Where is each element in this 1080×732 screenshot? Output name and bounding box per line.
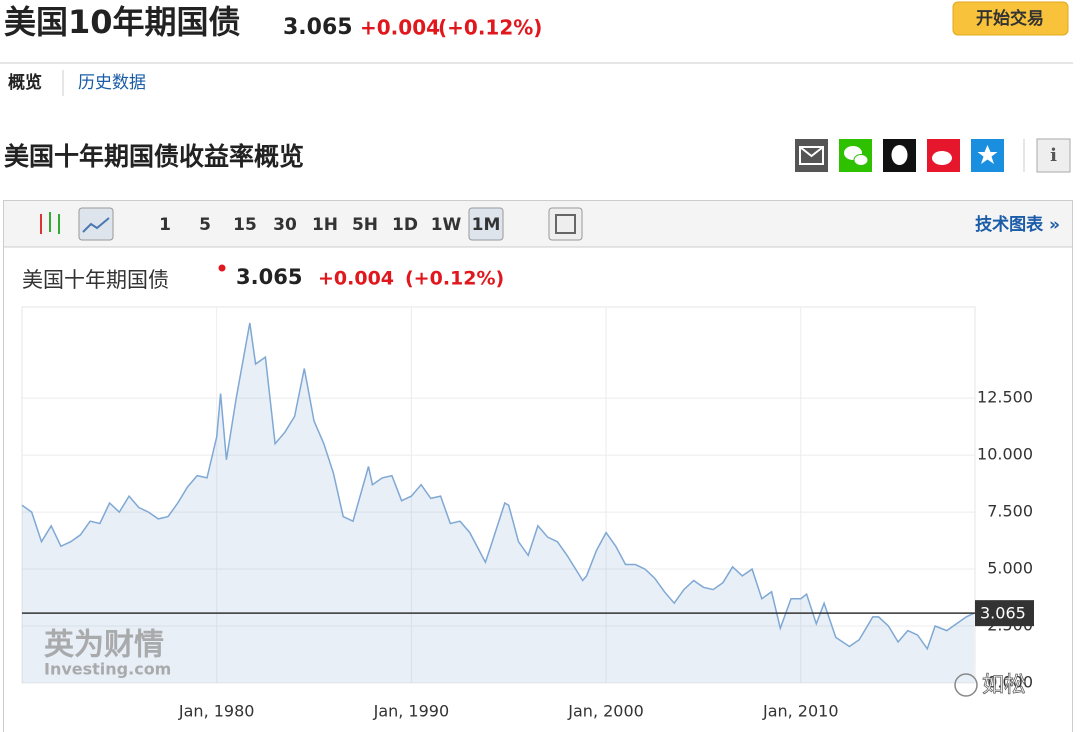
x-tick-label: Jan, 1980: [178, 702, 255, 721]
area: [22, 323, 975, 683]
chart-title: 美国十年期国债: [22, 268, 169, 292]
technical-chart-link[interactable]: 技术图表 »: [975, 214, 1060, 235]
interval-button[interactable]: 1: [159, 215, 171, 235]
y-tick-label: 0.000: [987, 673, 1033, 692]
last-value-tag: [975, 600, 1034, 627]
price: 3.065: [283, 15, 353, 40]
y-tick-label: 10.000: [977, 445, 1033, 464]
change-pct: (+0.12%): [438, 16, 542, 40]
interval-button[interactable]: 5H: [352, 215, 378, 235]
interval-button[interactable]: 15: [233, 215, 257, 235]
interval-button[interactable]: 5: [199, 215, 211, 235]
corner-icon: [954, 673, 978, 697]
last-value-label: 3.065: [980, 604, 1026, 623]
plot: Jan, 1980 Jan, 1990 Jan, 2000 Jan, 2010 0.00…: [21, 306, 1034, 721]
interval-active-bg[interactable]: [468, 207, 504, 241]
line-chart-button[interactable]: [78, 207, 114, 241]
change: +0.004: [360, 16, 440, 40]
chart-price: 3.065: [236, 265, 302, 289]
interval-button[interactable]: 1W: [431, 215, 462, 235]
live-dot: [218, 264, 226, 272]
weibo-icon: [932, 151, 952, 165]
chart-change: +0.004: [318, 268, 394, 290]
y-tick-label: 12.500: [977, 388, 1033, 407]
section-title: 美国十年期国债收益率概览: [4, 142, 304, 171]
trade-button[interactable]: [952, 1, 1069, 36]
tab[interactable]: 历史数据: [78, 73, 146, 93]
x-tick-label: Jan, 2000: [567, 702, 644, 721]
wechat-icon: [853, 154, 869, 166]
x-tick-label: Jan, 1990: [373, 702, 450, 721]
x-tick-label: Jan, 2010: [762, 702, 839, 721]
toolbar: [4, 201, 1072, 247]
info-button[interactable]: [1036, 138, 1071, 173]
interval-button[interactable]: 1H: [312, 215, 338, 235]
watermark-sub: Investing.com: [44, 660, 171, 679]
corner-mark: 如松: [982, 673, 1026, 698]
line: [21, 322, 975, 651]
trade-button-label[interactable]: 开始交易: [976, 8, 1044, 29]
star-icon: [977, 145, 998, 164]
qq-icon: [891, 145, 908, 165]
chart-change-pct: (+0.12%): [405, 268, 504, 290]
y-tick-label: 5.000: [987, 559, 1033, 578]
plot-area: [21, 306, 976, 684]
info-icon: i: [1050, 145, 1057, 166]
layout-button[interactable]: [548, 207, 583, 241]
y-tick-label: 7.500: [987, 502, 1033, 521]
interval-button[interactable]: 1M: [472, 215, 501, 235]
line-icon: [82, 217, 110, 233]
email-icon: [799, 146, 824, 165]
watermark: 英为财情: [44, 628, 164, 663]
tab-active[interactable]: 概览: [8, 72, 42, 93]
interval-button[interactable]: 1D: [392, 215, 418, 235]
interval-group: 1 5 15 30 1H 5H 1D 1W 1M: [159, 207, 504, 241]
layout-icon: [555, 214, 576, 234]
candle-icon[interactable]: [40, 212, 60, 234]
page-title: 美国10年期国债: [4, 3, 241, 41]
interval-button[interactable]: 30: [273, 215, 297, 235]
